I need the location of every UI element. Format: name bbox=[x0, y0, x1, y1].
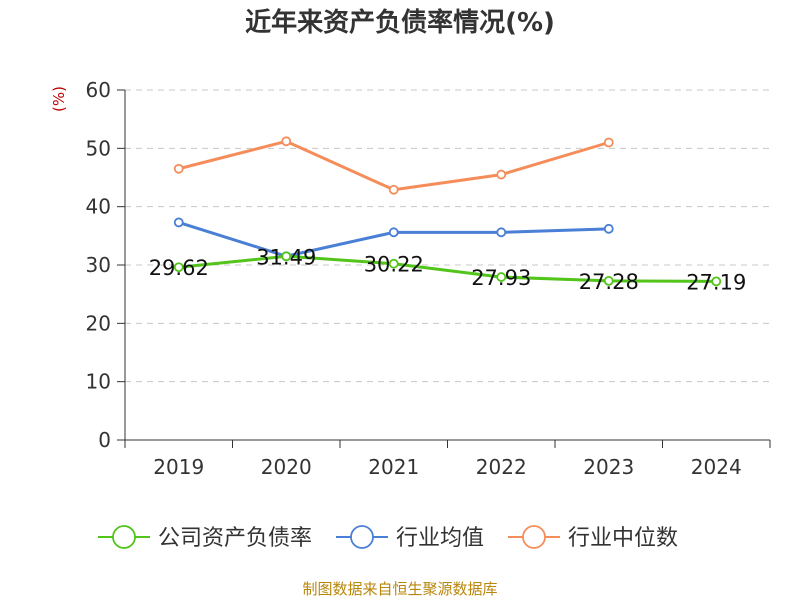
x-tick-label: 2024 bbox=[691, 455, 742, 479]
chart-title: 近年来资产负债率情况(%) bbox=[245, 8, 555, 38]
data-point bbox=[388, 258, 399, 269]
source-note: 制图数据来自恒生聚源数据库 bbox=[302, 580, 498, 598]
legend-swatch-marker bbox=[522, 525, 546, 549]
series-line bbox=[178, 254, 717, 283]
data-point bbox=[173, 262, 184, 273]
data-point bbox=[711, 276, 722, 287]
data-label: 31.49 bbox=[256, 245, 316, 269]
data-point bbox=[496, 169, 507, 180]
data-point bbox=[388, 184, 399, 195]
data-label: 27.19 bbox=[686, 270, 746, 294]
data-label: 29.62 bbox=[149, 256, 209, 280]
y-tick-label: 40 bbox=[86, 195, 111, 219]
x-tick-label: 2020 bbox=[261, 455, 312, 479]
legend-label: 行业均值 bbox=[396, 526, 484, 551]
data-label: 30.22 bbox=[364, 253, 424, 277]
y-tick-label: 0 bbox=[98, 428, 111, 452]
data-point bbox=[603, 137, 614, 148]
data-point bbox=[496, 227, 507, 238]
data-point bbox=[388, 227, 399, 238]
x-tick-label: 2022 bbox=[476, 455, 527, 479]
data-point bbox=[281, 251, 292, 262]
legend-swatch-marker bbox=[350, 525, 374, 549]
y-tick-label: 60 bbox=[86, 78, 111, 102]
x-tick-label: 2019 bbox=[153, 455, 204, 479]
legend-swatch-marker bbox=[112, 525, 136, 549]
x-tick-label: 2023 bbox=[583, 455, 634, 479]
data-point bbox=[496, 272, 507, 282]
data-point bbox=[281, 136, 292, 147]
legend-label: 行业中位数 bbox=[568, 526, 678, 551]
y-tick-label: 20 bbox=[86, 311, 111, 335]
legend-label: 公司资产负债率 bbox=[158, 526, 312, 551]
y-tick-label: 50 bbox=[86, 136, 111, 160]
data-point bbox=[603, 275, 614, 286]
x-tick-label: 2021 bbox=[368, 455, 419, 479]
data-point bbox=[173, 163, 184, 174]
y-tick-label: 10 bbox=[86, 370, 111, 394]
y-tick-label: 30 bbox=[86, 253, 111, 277]
data-point bbox=[173, 217, 184, 228]
data-point bbox=[603, 223, 614, 234]
data-label: 27.28 bbox=[579, 270, 639, 294]
data-label: 27.93 bbox=[471, 266, 531, 290]
